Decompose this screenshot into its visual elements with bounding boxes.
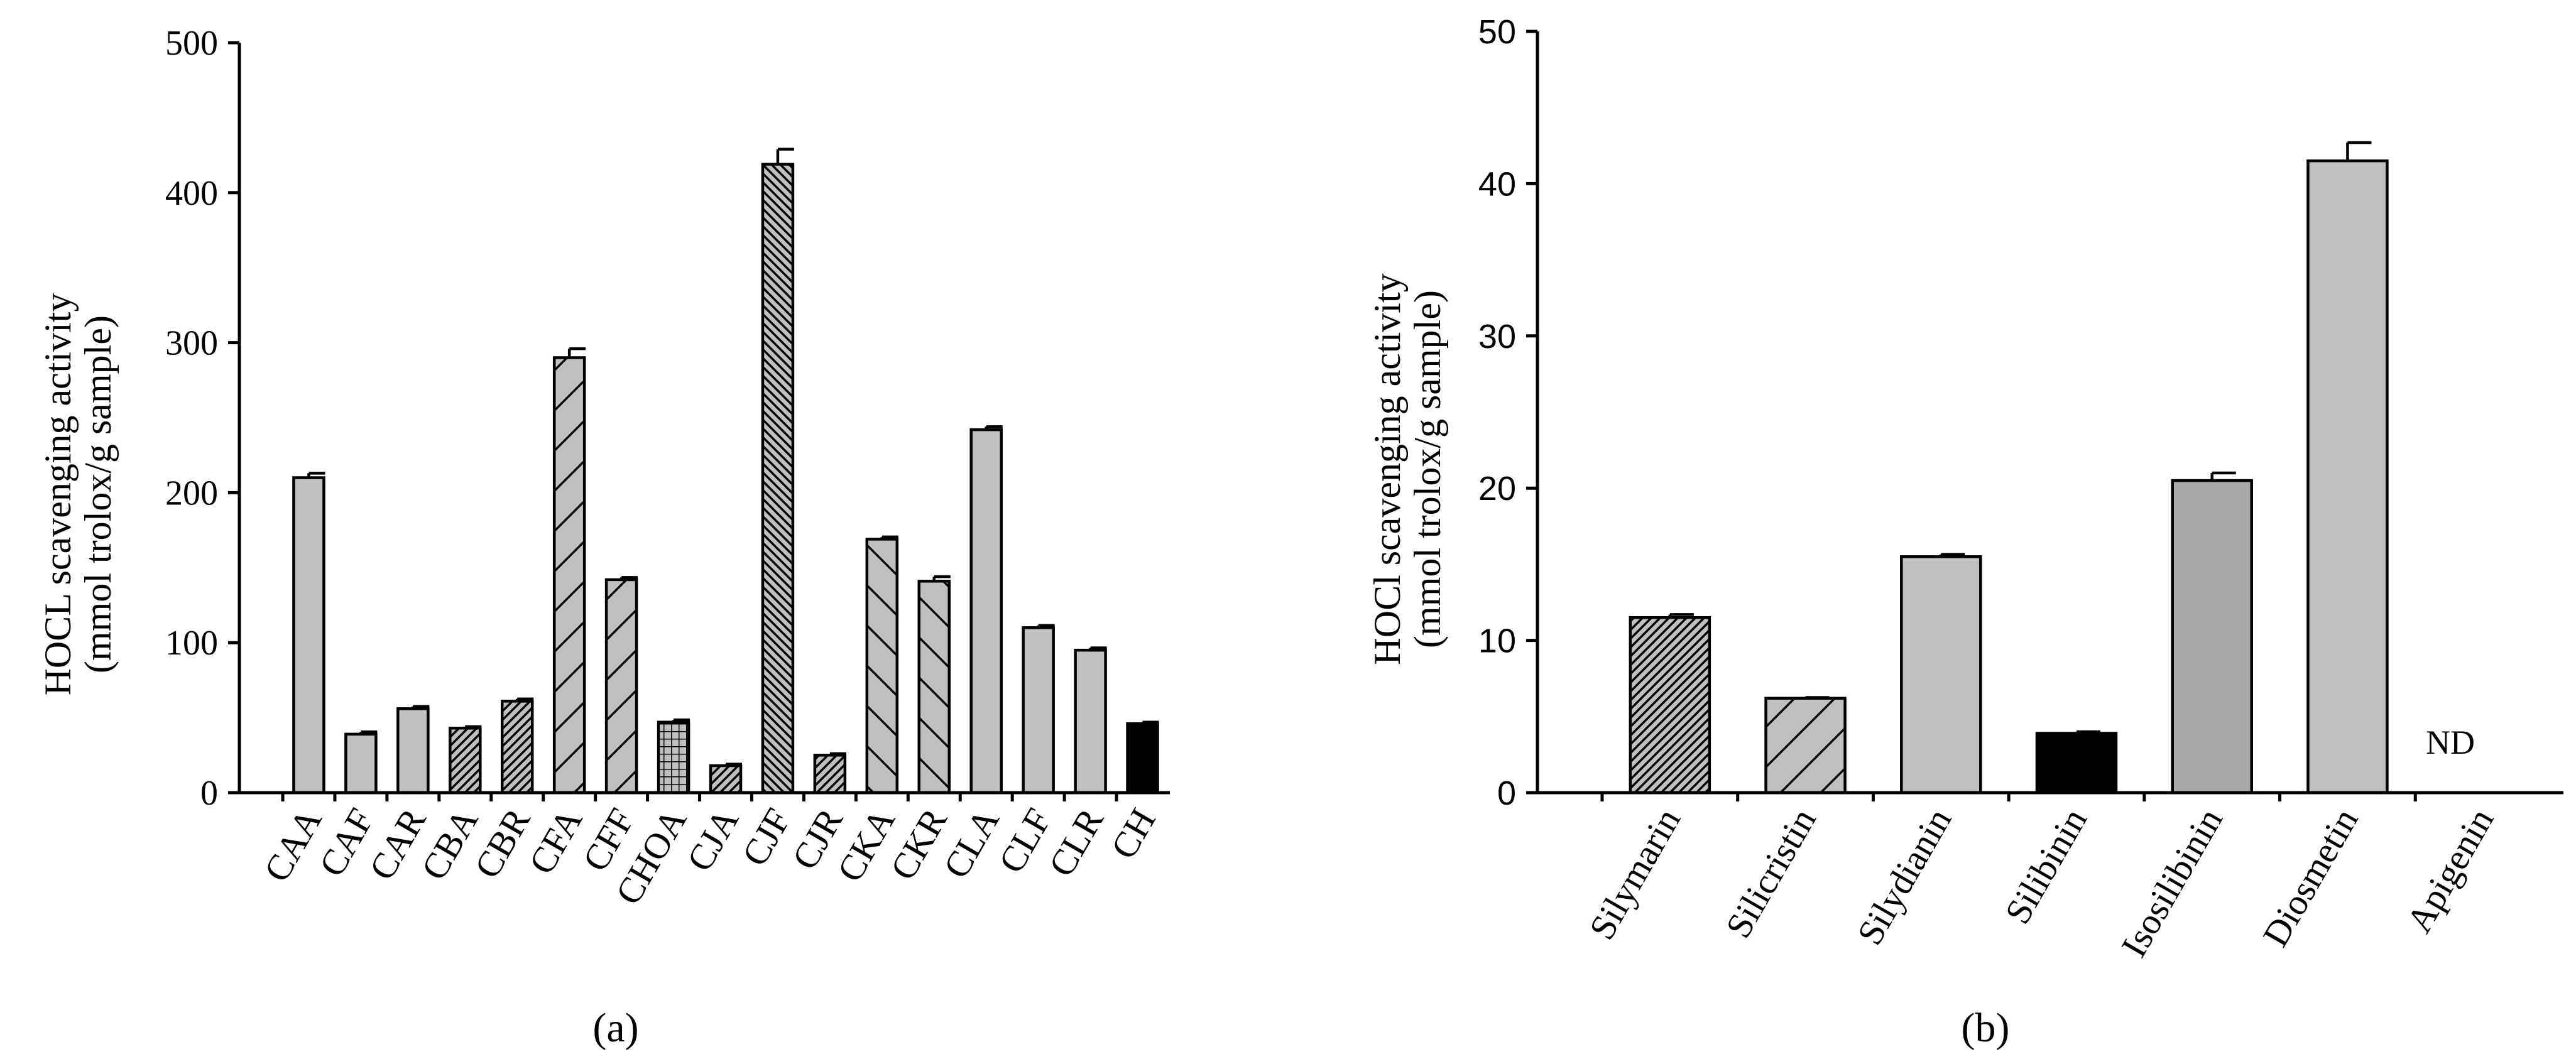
b-x-tick-label-silydianin: Silydianin — [1849, 801, 1960, 952]
a-error-bar-cbr — [515, 697, 534, 702]
a-y-tick-label: 300 — [165, 324, 218, 363]
a-x-tick-label-caa: CAA — [256, 801, 330, 889]
b-x-tick-label-diosmetin: Diosmetin — [2255, 801, 2366, 953]
a-bar-cja — [709, 764, 743, 795]
a-x-tick-label-cjf: CJF — [734, 801, 799, 872]
a-y-tick-label: 400 — [165, 174, 218, 213]
a-error-bar-cjf — [776, 148, 794, 165]
a-error-bar-caa — [307, 472, 325, 478]
panel-a-y-ticks: 0 100 200 300 400 500 — [165, 24, 1118, 813]
a-error-bar-cba — [464, 725, 482, 729]
b-x-tick-label-isosilibinin: Isosilibinin — [2113, 801, 2230, 964]
a-error-bar-cfa — [567, 347, 586, 358]
a-y-tick-label: 100 — [165, 624, 218, 663]
b-error-bar-diosmetin — [2346, 141, 2372, 161]
a-bar-caa — [292, 476, 325, 795]
a-error-bar-caf — [359, 730, 378, 734]
panel-b-x-tick-labels: Silymarin Silicristin Silydianin Silibinin I… — [1581, 801, 2501, 964]
a-bar-choa — [657, 720, 690, 795]
panel-a-y-axis-title-line2: (mmol trolox/g sample) — [77, 315, 119, 673]
panel-b-y-axis-title: HOCl scavenging activity (mmol trolox/g … — [1367, 273, 1448, 665]
b-bar-silibinin — [2035, 732, 2118, 795]
panel-b-chart: HOCl scavenging activity (mmol trolox/g … — [1367, 13, 2563, 1051]
b-bar-diosmetin — [2306, 159, 2389, 795]
panel-b-y-axis-title-line1: HOCl scavenging activity — [1367, 273, 1408, 665]
a-error-bar-clf — [1037, 624, 1055, 628]
a-error-bar-cla — [985, 425, 1003, 430]
b-x-tick-label-silibinin: Silibinin — [1997, 801, 2095, 931]
b-y-tick-label: 20 — [1478, 470, 1516, 508]
a-bar-cbr — [500, 700, 534, 795]
a-x-tick-label-car: CAR — [361, 801, 434, 887]
a-error-bar-choa — [672, 718, 690, 722]
a-bar-cjr — [813, 754, 847, 795]
b-error-bar-silibinin — [2075, 730, 2100, 734]
a-error-bar-cka — [880, 535, 898, 540]
panel-a-axes — [237, 43, 1170, 795]
a-x-tick-label-cja: CJA — [679, 801, 746, 878]
panel-b-nd-annotation: ND — [2426, 724, 2475, 761]
panel-a-y-axis-title: HOCL scavenging activity (mmol trolox/g … — [37, 293, 119, 696]
a-bar-clr — [1074, 648, 1107, 795]
a-bar-cka — [865, 538, 899, 795]
a-x-tick-label-ch: CH — [1103, 801, 1164, 866]
a-error-bar-ckr — [932, 575, 951, 582]
a-bar-ckr — [917, 580, 951, 795]
panel-b-bars — [1629, 141, 2389, 795]
b-bar-silicristin — [1764, 697, 1847, 795]
panel-a-label: (a) — [592, 1005, 638, 1051]
a-x-tick-label-cbr: CBR — [466, 801, 538, 885]
a-bar-cba — [449, 727, 482, 795]
a-bar-cfa — [552, 356, 586, 795]
a-y-tick-label: 500 — [165, 24, 218, 63]
a-error-bar-cjr — [828, 752, 846, 756]
a-x-tick-label-cka: CKA — [829, 801, 903, 889]
panel-b-y-axis-title-line2: (mmol trolox/g sample) — [1407, 290, 1448, 648]
a-x-tick-label-cla: CLA — [936, 801, 1007, 885]
b-bar-isosilibinin — [2171, 479, 2253, 795]
panel-a-bars — [292, 148, 1159, 795]
a-bar-cla — [969, 428, 1003, 795]
b-x-tick-label-silicristin: Silicristin — [1718, 801, 1824, 945]
b-y-tick-label: 50 — [1478, 13, 1516, 51]
a-error-bar-cja — [724, 763, 742, 766]
a-x-tick-label-cfa: CFA — [521, 801, 591, 881]
a-error-bar-cff — [619, 576, 638, 580]
a-error-bar-clr — [1089, 646, 1107, 651]
panel-a-x-tick-labels: CAACAFCARCBACBRCFACFFCHOACJACJFCJRCKACKR… — [256, 801, 1164, 911]
b-error-bar-silydianin — [1940, 553, 1965, 557]
panel-b-label: (b) — [1962, 1005, 2010, 1051]
b-bar-silydianin — [1900, 555, 1982, 795]
b-y-tick-label: 10 — [1478, 622, 1516, 660]
panel-b-axes — [1536, 31, 2563, 795]
a-bar-cff — [604, 578, 638, 795]
b-y-tick-label: 40 — [1478, 165, 1516, 203]
b-y-tick-label: 30 — [1478, 318, 1516, 356]
a-x-tick-label-cba: CBA — [413, 801, 486, 887]
a-bar-ch — [1126, 722, 1159, 795]
a-bar-cjf — [761, 163, 795, 795]
a-bar-car — [396, 707, 430, 795]
panel-b-y-ticks: 0 10 20 30 40 50 — [1478, 13, 2417, 812]
b-error-bar-silymarin — [1668, 613, 1694, 618]
a-x-tick-label-clr: CLR — [1040, 801, 1111, 883]
b-x-tick-label-silymarin: Silymarin — [1581, 801, 1688, 947]
b-y-tick-label: 0 — [1497, 774, 1516, 812]
a-x-tick-label-ckr: CKR — [882, 801, 955, 887]
panel-a-chart: HOCL scavenging activity (mmol trolox/g … — [37, 24, 1170, 1051]
a-y-tick-label: 200 — [165, 474, 218, 513]
a-bar-clf — [1022, 626, 1055, 795]
b-error-bar-isosilibinin — [2210, 471, 2236, 481]
a-bar-caf — [344, 732, 378, 795]
a-error-bar-car — [412, 705, 430, 709]
b-bar-silymarin — [1629, 616, 1711, 795]
a-y-tick-label: 0 — [200, 774, 218, 813]
a-error-bar-ch — [1141, 720, 1159, 724]
b-x-tick-label-apigenin: Apigenin — [2398, 801, 2501, 939]
panel-a-y-axis-title-line1: HOCL scavenging activity — [37, 293, 79, 696]
